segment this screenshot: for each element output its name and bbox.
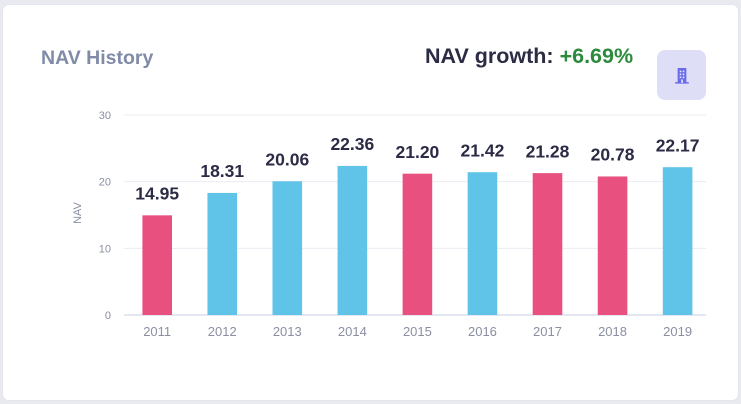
svg-text:22.17: 22.17 — [656, 135, 700, 155]
svg-text:20.06: 20.06 — [265, 149, 309, 169]
svg-text:21.28: 21.28 — [526, 141, 570, 161]
svg-text:0: 0 — [105, 310, 111, 322]
svg-text:30: 30 — [99, 110, 111, 122]
svg-text:20.78: 20.78 — [591, 145, 635, 165]
svg-text:21.42: 21.42 — [461, 140, 505, 160]
svg-text:2015: 2015 — [403, 324, 432, 339]
svg-text:2014: 2014 — [338, 324, 367, 339]
svg-text:21.20: 21.20 — [396, 142, 440, 162]
svg-text:2019: 2019 — [663, 324, 692, 339]
svg-text:NAV: NAV — [72, 201, 84, 223]
svg-text:2017: 2017 — [533, 324, 562, 339]
svg-text:20: 20 — [99, 177, 111, 189]
svg-text:10: 10 — [99, 243, 111, 255]
svg-text:2016: 2016 — [468, 324, 497, 339]
svg-text:2018: 2018 — [598, 324, 627, 339]
svg-text:2012: 2012 — [208, 324, 237, 339]
svg-text:14.95: 14.95 — [135, 184, 179, 204]
svg-text:22.36: 22.36 — [330, 134, 374, 154]
svg-text:2013: 2013 — [273, 324, 302, 339]
svg-text:2011: 2011 — [143, 324, 171, 339]
svg-text:18.31: 18.31 — [200, 161, 244, 181]
